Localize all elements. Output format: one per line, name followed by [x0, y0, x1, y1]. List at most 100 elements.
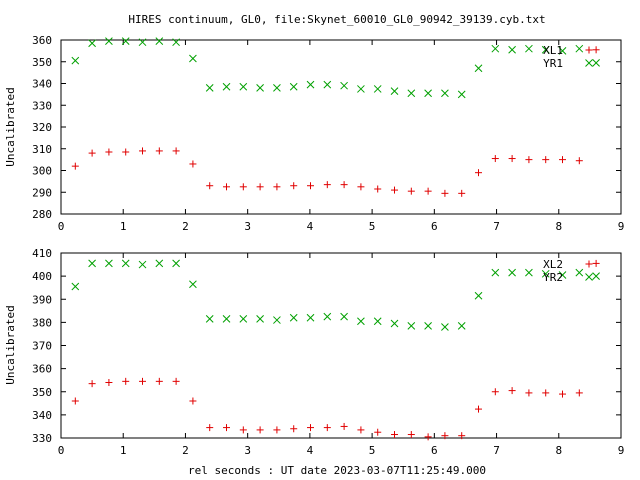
data-point-xl1	[88, 149, 96, 157]
y-tick-label: 350	[32, 56, 52, 69]
data-point-yr2	[189, 280, 197, 289]
data-point-xl2	[357, 426, 365, 434]
x-tick-label: 8	[555, 220, 562, 233]
data-point-xl1	[441, 189, 449, 197]
data-point-xl2	[441, 432, 449, 440]
data-point-xl1	[172, 147, 180, 155]
data-point-yr1	[273, 83, 281, 92]
data-point-xl1	[323, 181, 331, 189]
data-point-yr1	[205, 83, 214, 92]
data-point-xl2	[458, 432, 466, 440]
data-point-yr2	[508, 268, 516, 277]
plot-frame-bottom	[60, 252, 622, 439]
data-point-yr2	[390, 319, 399, 328]
data-point-xl2	[139, 377, 147, 385]
data-point-xl1	[575, 157, 583, 165]
data-point-xl1	[542, 156, 550, 164]
data-marks-bottom	[71, 259, 600, 441]
panel-bottom: Uncalibrated 0 1 2 3 4 5 6 7 8 9 330 340 350 360 370 38…	[4, 247, 624, 457]
data-point-xl2	[71, 397, 79, 405]
data-point-xl1	[139, 147, 147, 155]
data-point-xl2	[374, 428, 382, 436]
data-point-xl2	[323, 424, 331, 432]
data-point-yr1	[457, 90, 466, 99]
data-point-yr1	[222, 82, 231, 91]
data-point-xl2	[105, 379, 113, 386]
data-marks-top	[71, 37, 600, 197]
x-tick-label: 3	[244, 220, 251, 233]
y-tick-label: 380	[32, 316, 52, 329]
data-point-yr2	[256, 315, 264, 323]
data-point-yr2	[306, 313, 315, 322]
x-tick-label: 8	[555, 444, 562, 457]
y-tick-label: 320	[32, 121, 52, 134]
x-tick-label: 5	[369, 220, 376, 233]
data-point-yr1	[256, 83, 264, 92]
data-point-yr2	[441, 323, 449, 331]
data-point-yr2	[71, 282, 80, 291]
data-point-yr1	[155, 37, 164, 45]
x-tick-label: 6	[431, 220, 438, 233]
data-point-yr1	[88, 39, 96, 48]
x-tick-label: 2	[182, 444, 189, 457]
data-point-xl2	[491, 388, 499, 396]
data-point-yr1	[138, 38, 147, 47]
data-point-xl2	[424, 433, 432, 441]
data-point-xl2	[542, 389, 550, 397]
data-point-yr1	[289, 82, 298, 91]
x-tick-label: 6	[431, 444, 438, 457]
y-tick-label: 360	[32, 34, 52, 47]
data-point-yr2	[222, 315, 231, 323]
data-point-yr2	[273, 316, 281, 324]
data-point-yr1	[323, 80, 332, 89]
data-point-xl1	[189, 160, 197, 168]
y-tick-label: 350	[32, 386, 52, 399]
x-tick-label: 1	[120, 220, 127, 233]
y-tick-label: 300	[32, 165, 52, 178]
data-point-xl1	[357, 183, 365, 191]
data-point-xl2	[172, 377, 180, 385]
data-point-yr1	[491, 44, 500, 53]
x-tick-label: 9	[618, 220, 625, 233]
data-point-yr1	[373, 85, 382, 93]
data-point-xl2	[592, 259, 600, 267]
data-point-yr2	[172, 259, 180, 268]
data-point-yr2	[592, 272, 600, 280]
data-point-xl1	[525, 156, 533, 164]
data-point-yr1	[239, 82, 248, 91]
data-point-yr2	[323, 312, 332, 321]
data-point-xl1	[239, 183, 247, 191]
data-point-yr1	[357, 85, 365, 93]
data-point-xl2	[508, 387, 516, 395]
data-point-xl2	[189, 397, 197, 405]
data-point-yr1	[340, 81, 348, 90]
data-point-xl2	[407, 431, 415, 439]
axis-ticks-top: 0 1 2 3 4 5 6 7 8 9 280 290 300 310 320 330 340 350 360	[32, 34, 624, 233]
data-point-yr1	[105, 37, 113, 45]
y-tick-label: 310	[32, 143, 52, 156]
legend-marker-xl1	[585, 46, 593, 54]
data-point-xl1	[122, 148, 130, 156]
data-point-yr2	[525, 268, 533, 277]
data-point-xl2	[340, 422, 348, 430]
data-point-yr1	[172, 38, 180, 47]
y-tick-label: 330	[32, 99, 52, 112]
data-point-yr2	[491, 268, 500, 277]
data-point-xl1	[508, 155, 516, 163]
y-tick-label: 370	[32, 340, 52, 353]
panel-top: Uncalibrated 0 1 2 3 4 5 6 7 8 9 280 290 300 310 320 33…	[4, 34, 624, 233]
data-point-xl1	[559, 156, 567, 164]
ylabel-top: Uncalibrated	[4, 87, 17, 166]
x-tick-label: 0	[58, 220, 65, 233]
data-point-xl1	[458, 189, 466, 197]
data-point-yr1	[541, 45, 550, 54]
data-point-yr2	[373, 317, 382, 326]
x-tick-label: 0	[58, 444, 65, 457]
data-point-xl2	[273, 426, 281, 434]
data-point-xl2	[256, 426, 264, 434]
data-point-xl1	[391, 186, 399, 194]
y-tick-label: 410	[32, 247, 52, 260]
data-point-xl1	[290, 182, 298, 190]
data-point-yr1	[474, 64, 483, 73]
data-point-xl1	[256, 183, 264, 191]
